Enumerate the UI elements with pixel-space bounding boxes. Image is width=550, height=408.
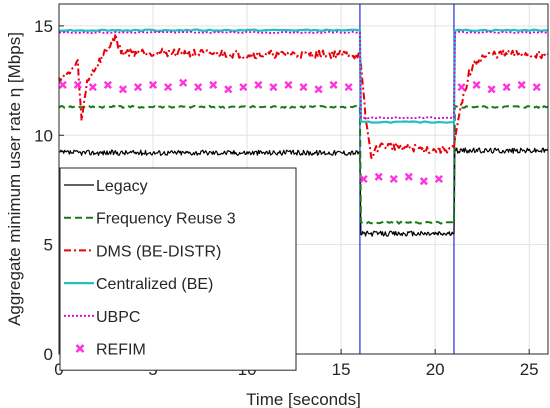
x-tick-label: 20 (426, 360, 445, 379)
refim-marker (164, 83, 173, 92)
refim-marker (209, 80, 218, 89)
legend-label: UBPC (96, 309, 140, 326)
refim-marker (487, 85, 496, 94)
legend-label: Frequency Reuse 3 (96, 211, 236, 228)
refim-marker (118, 85, 127, 94)
y-tick-label: 10 (34, 126, 53, 145)
refim-marker (472, 80, 481, 89)
refim-marker (314, 85, 323, 94)
refim-marker (419, 177, 428, 186)
series-line (58, 28, 549, 124)
refim-marker (239, 83, 248, 92)
refim-marker (73, 80, 82, 89)
refim-marker (502, 83, 511, 92)
refim-marker (103, 80, 112, 89)
refim-marker (457, 83, 466, 92)
legend-label: DMS (BE-DISTR) (96, 243, 221, 260)
series-line (58, 104, 549, 225)
series-line (58, 32, 549, 160)
refim-marker (359, 174, 368, 184)
refim-marker (299, 83, 308, 92)
refim-marker (284, 80, 293, 89)
refim-marker (329, 80, 338, 89)
refim-marker (179, 78, 188, 87)
refim-marker (269, 83, 278, 92)
refim-marker (224, 85, 233, 94)
refim-marker (254, 80, 263, 89)
x-axis-label: Time [seconds] (246, 390, 361, 408)
x-tick-label: 0 (54, 360, 63, 379)
legend: Legacy Frequency Reuse 3 DMS (BE-DISTR) Cen… (59, 167, 297, 371)
refim-marker (133, 83, 143, 92)
refim-marker (194, 83, 203, 92)
x-tick-label: 25 (520, 360, 539, 379)
refim-marker (374, 172, 383, 181)
refim-marker (532, 83, 541, 92)
legend-label: Legacy (96, 178, 148, 195)
y-tick-label: 5 (44, 236, 53, 255)
series-line (58, 147, 549, 237)
refim-marker (344, 83, 353, 92)
refim-marker (58, 80, 67, 89)
refim-marker (389, 174, 398, 184)
plot-frame (58, 3, 549, 355)
refim-marker (517, 80, 526, 89)
legend-label: REFIM (96, 342, 146, 359)
refim-marker (434, 174, 443, 184)
legend-label: Centralized (BE) (96, 276, 213, 293)
refim-marker (88, 83, 97, 92)
y-tick-label: 15 (34, 17, 53, 36)
y-tick-label: 0 (44, 345, 53, 364)
legend-swatch (75, 344, 85, 353)
y-axis-label: Aggregate minimum user rate η [Mbps] (5, 32, 24, 326)
refim-marker (148, 80, 158, 89)
series-group (58, 28, 549, 237)
x-tick-label: 15 (332, 360, 351, 379)
legend-box (59, 167, 297, 371)
series-line (59, 30, 549, 120)
refim-marker (404, 172, 413, 181)
